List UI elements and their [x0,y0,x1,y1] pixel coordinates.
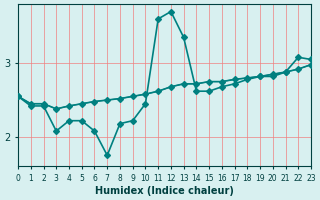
X-axis label: Humidex (Indice chaleur): Humidex (Indice chaleur) [95,186,234,196]
